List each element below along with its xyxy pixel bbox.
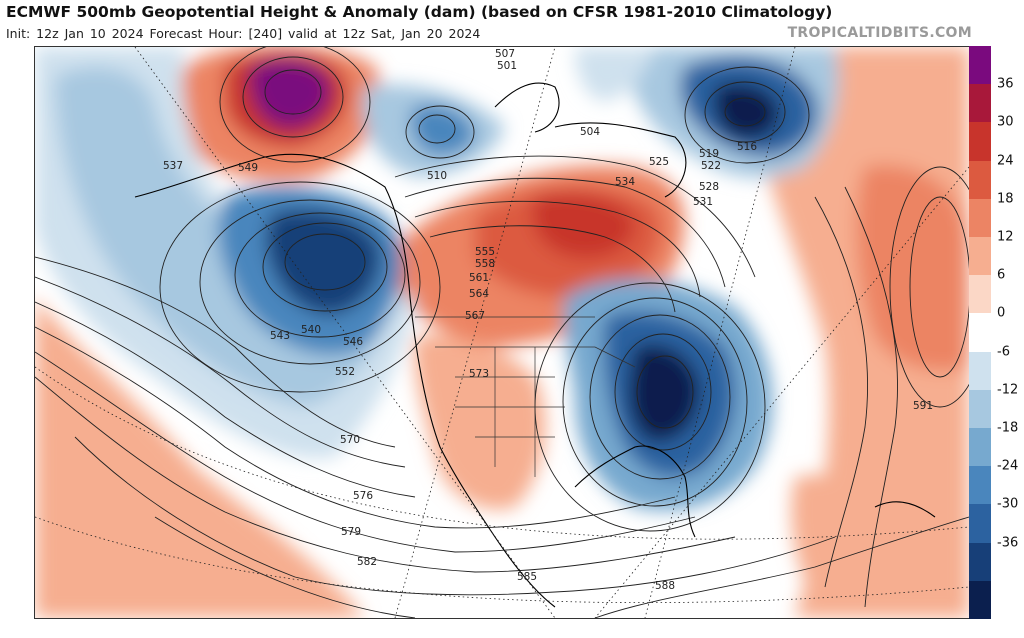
anomaly-colorbar [969, 46, 991, 620]
height-label: 561 [469, 272, 489, 284]
height-label: 537 [163, 160, 183, 172]
height-label: 552 [335, 366, 355, 378]
height-label: 582 [357, 556, 377, 568]
colorbar-cell [969, 351, 991, 391]
colorbar-cell [969, 580, 991, 620]
colorbar-cell [969, 313, 991, 353]
colorbar-tick-label: 0 [997, 305, 1006, 321]
colorbar-cell [969, 428, 991, 467]
political-borders [415, 316, 636, 477]
colorbar-tick-label: 18 [997, 191, 1014, 207]
height-label: 573 [469, 368, 489, 380]
height-label: 504 [580, 126, 600, 138]
height-label: 579 [341, 526, 361, 538]
colorbar-tick-label: 6 [997, 267, 1006, 283]
height-label: 555 [475, 246, 495, 258]
map-title: ECMWF 500mb Geopotential Height & Anomal… [6, 3, 833, 21]
colorbar-tick-label: 30 [997, 114, 1014, 130]
height-label: 510 [427, 170, 447, 182]
height-label: 522 [701, 160, 721, 172]
colorbar-tick-label: -12 [997, 382, 1019, 398]
colorbar-tick-label: 36 [997, 76, 1014, 92]
colorbar-tick-label: -30 [997, 496, 1019, 512]
height-label: 534 [615, 176, 635, 188]
colorbar-cell [969, 275, 991, 314]
colorbar-cell [969, 46, 991, 85]
colorbar-tick-label: -18 [997, 420, 1019, 436]
height-label: 588 [655, 580, 675, 592]
height-label: 525 [649, 156, 669, 168]
height-labels: 507 501 504 510 516 519 522 525 528 531 … [163, 48, 933, 592]
brand-watermark: TROPICALTIDBITS.COM [787, 25, 972, 41]
lat-lon-grid [35, 47, 969, 618]
forecast-info: Init: 12z Jan 10 2024 Forecast Hour: [24… [6, 26, 481, 41]
colorbar-tick-label: 24 [997, 153, 1014, 169]
height-label: 549 [238, 162, 258, 174]
colorbar-tick-label: -6 [997, 344, 1010, 360]
height-label: 519 [699, 148, 719, 160]
height-label: 546 [343, 336, 363, 348]
height-label: 516 [737, 141, 757, 153]
height-label: 543 [270, 330, 290, 342]
height-label: 570 [340, 434, 360, 446]
coastlines [134, 82, 936, 608]
colorbar-cell [969, 466, 991, 505]
colorbar-cell [969, 160, 991, 200]
height-label: 540 [301, 324, 321, 336]
colorbar-cell [969, 389, 991, 429]
anomaly-map: 507 501 504 510 516 519 522 525 528 531 … [34, 46, 970, 619]
colorbar-tick-label: 12 [997, 229, 1014, 245]
height-label: 591 [913, 400, 933, 412]
height-label: 528 [699, 181, 719, 193]
colorbar-tick-label: -36 [997, 535, 1019, 551]
height-label: 564 [469, 288, 489, 300]
height-label: 531 [693, 196, 713, 208]
colorbar-cell [969, 122, 991, 162]
colorbar-cell [969, 542, 991, 582]
height-label: 567 [465, 310, 485, 322]
colorbar-cell [969, 198, 991, 238]
height-label: 558 [475, 258, 495, 270]
height-contours [35, 47, 969, 618]
colorbar-cell [969, 237, 991, 276]
height-label: 501 [497, 60, 517, 72]
colorbar-cell [969, 84, 991, 123]
anomaly-shading [35, 47, 969, 618]
height-label: 585 [517, 571, 537, 583]
height-label: 507 [495, 48, 515, 60]
colorbar-tick-label: -24 [997, 458, 1019, 474]
height-label: 576 [353, 490, 373, 502]
colorbar-cell [969, 504, 991, 544]
